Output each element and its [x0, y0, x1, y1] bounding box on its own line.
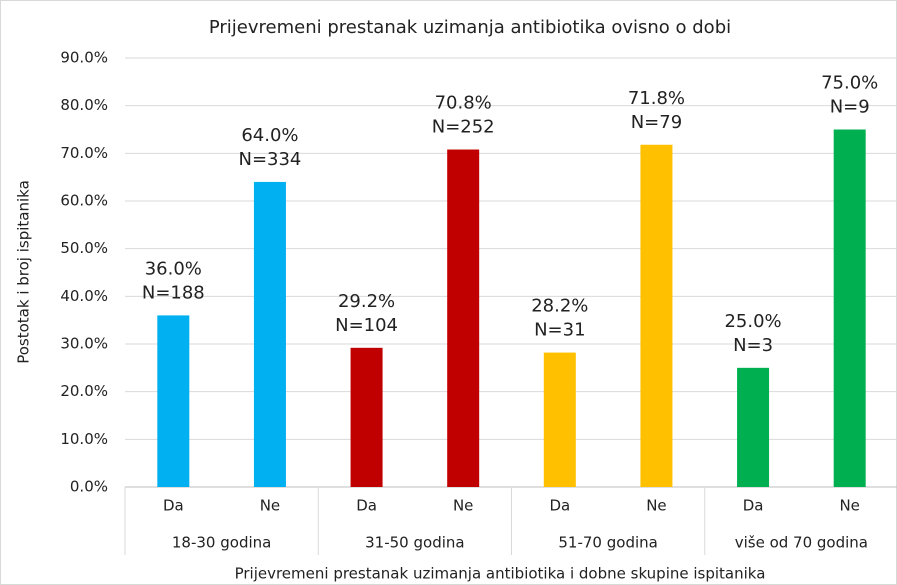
x-tick-label: Ne [646, 497, 666, 515]
x-axis-title: Prijevremeni prestanak uzimanja antibiot… [235, 565, 766, 583]
bar [543, 352, 576, 487]
n-label: N=104 [335, 315, 398, 336]
bar [833, 129, 866, 487]
group-label: više od 70 godina [735, 534, 868, 552]
y-tick-label: 20.0% [60, 382, 108, 400]
n-label: N=3 [733, 335, 773, 356]
bar [640, 144, 673, 487]
y-tick-label: 90.0% [60, 49, 108, 67]
y-tick-label: 60.0% [60, 192, 108, 210]
y-tick-label: 80.0% [60, 96, 108, 114]
group-label: 51-70 godina [558, 534, 657, 552]
n-label: N=188 [142, 282, 205, 303]
group-label: 31-50 godina [365, 534, 464, 552]
bar [350, 347, 383, 487]
bar [737, 367, 770, 487]
bar [253, 181, 286, 487]
x-tick-label: Ne [453, 497, 473, 515]
value-label: 71.8% [628, 88, 685, 109]
y-axis-title: Postotak i broj ispitanika [15, 180, 33, 364]
n-label: N=79 [631, 112, 682, 133]
y-tick-label: 30.0% [60, 335, 108, 353]
value-label: 64.0% [241, 125, 298, 146]
bar [447, 149, 480, 487]
value-label: 25.0% [724, 311, 781, 332]
x-tick-label: Da [356, 497, 377, 515]
value-label: 75.0% [821, 73, 878, 94]
y-tick-label: 70.0% [60, 144, 108, 162]
n-label: N=252 [432, 117, 495, 138]
chart-title: Prijevremeni prestanak uzimanja antibiot… [209, 17, 731, 38]
value-label: 70.8% [435, 93, 492, 114]
group-label: 18-30 godina [172, 534, 271, 552]
y-tick-label: 50.0% [60, 239, 108, 257]
y-tick-label: 10.0% [60, 430, 108, 448]
y-tick-label: 40.0% [60, 287, 108, 305]
bar [157, 315, 190, 487]
value-label: 36.0% [145, 258, 202, 279]
x-tick-label: Da [549, 497, 570, 515]
y-tick-label: 0.0% [70, 478, 108, 496]
x-tick-label: Ne [260, 497, 280, 515]
x-tick-label: Da [743, 497, 764, 515]
n-label: N=334 [238, 149, 301, 170]
x-tick-label: Da [163, 497, 184, 515]
value-label: 29.2% [338, 291, 395, 312]
n-label: N=31 [534, 320, 585, 341]
n-label: N=9 [830, 97, 870, 118]
value-label: 28.2% [531, 296, 588, 317]
x-tick-label: Ne [839, 497, 859, 515]
